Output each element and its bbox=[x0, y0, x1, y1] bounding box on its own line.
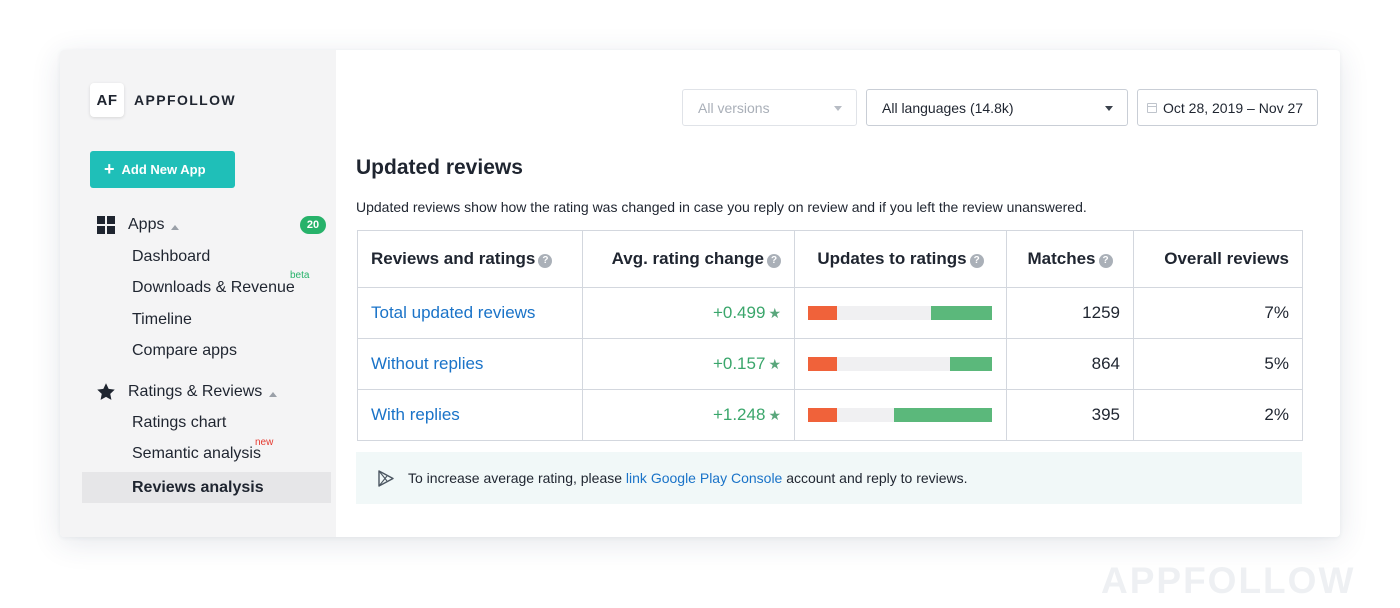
sidebar-item-dashboard[interactable]: Dashboard bbox=[132, 248, 211, 265]
updates-bar bbox=[808, 357, 992, 371]
avg-rating-change: +1.248 ★ bbox=[582, 389, 795, 441]
date-range-picker[interactable]: Oct 28, 2019 – Nov 27 bbox=[1137, 89, 1318, 126]
new-tag: new bbox=[255, 437, 274, 448]
logo[interactable]: AF APPFOLLOW bbox=[90, 83, 236, 117]
help-icon[interactable]: ? bbox=[969, 254, 984, 268]
table-header-row: Reviews and ratings? Avg. rating change?… bbox=[357, 230, 1303, 288]
bar-negative bbox=[808, 357, 837, 371]
notice-text-before: To increase average rating, please bbox=[408, 470, 626, 486]
updates-bar bbox=[808, 408, 992, 422]
languages-select-value: All languages (14.8k) bbox=[882, 99, 1014, 116]
sidebar-item-reviews-analysis[interactable]: Reviews analysis bbox=[82, 472, 331, 503]
plus-icon: + bbox=[104, 158, 115, 179]
reviews-table: Reviews and ratings? Avg. rating change?… bbox=[357, 230, 1303, 441]
versions-select-value: All versions bbox=[698, 99, 770, 116]
star-icon: ★ bbox=[768, 305, 781, 321]
matches-value: 395 bbox=[1006, 389, 1134, 441]
main-content: All versions All languages (14.8k) Oct 2… bbox=[336, 50, 1340, 537]
updates-bar-cell bbox=[794, 287, 1007, 339]
sidebar-item-semantic-analysis[interactable]: Semantic analysis bbox=[132, 445, 261, 462]
bar-positive bbox=[894, 408, 992, 422]
updates-bar bbox=[808, 306, 992, 320]
chevron-down-icon bbox=[834, 106, 842, 111]
star-icon: ★ bbox=[768, 356, 781, 372]
star-icon: ★ bbox=[768, 407, 781, 423]
column-header-updates: Updates to ratings? bbox=[794, 230, 1007, 288]
chevron-down-icon bbox=[1105, 106, 1113, 111]
logo-text: APPFOLLOW bbox=[134, 92, 237, 108]
table-row: With replies +1.248 ★ 395 2% bbox=[357, 389, 1303, 441]
column-header-avg-change: Avg. rating change? bbox=[582, 230, 795, 288]
help-icon[interactable]: ? bbox=[767, 254, 781, 268]
overall-value: 5% bbox=[1133, 338, 1303, 390]
google-play-console-link[interactable]: link Google Play Console bbox=[625, 470, 783, 486]
beta-tag: beta bbox=[290, 270, 310, 281]
sidebar-item-downloads-revenue[interactable]: Downloads & Revenue bbox=[132, 279, 295, 296]
matches-value: 1259 bbox=[1006, 287, 1134, 339]
nav-group-apps[interactable]: Apps bbox=[96, 215, 180, 235]
column-header-matches: Matches? bbox=[1006, 230, 1134, 288]
logo-mark: AF bbox=[90, 83, 124, 117]
column-header-reviews: Reviews and ratings? bbox=[357, 230, 583, 288]
versions-select[interactable]: All versions bbox=[682, 89, 857, 126]
matches-value: 864 bbox=[1006, 338, 1134, 390]
calendar-icon bbox=[1147, 102, 1157, 113]
apps-count-badge: 20 bbox=[300, 216, 326, 234]
row-label[interactable]: Without replies bbox=[357, 338, 583, 390]
caret-up-icon bbox=[269, 391, 278, 397]
overall-value: 7% bbox=[1133, 287, 1303, 339]
table-row: Total updated reviews +0.499 ★ 1259 7% bbox=[357, 287, 1303, 339]
add-new-app-button[interactable]: + Add New App bbox=[90, 151, 235, 188]
row-label[interactable]: With replies bbox=[357, 389, 583, 441]
avg-rating-change: +0.499 ★ bbox=[582, 287, 795, 339]
page-title: Updated reviews bbox=[356, 156, 523, 179]
bar-negative bbox=[808, 306, 837, 320]
bar-positive bbox=[950, 357, 992, 371]
page-description: Updated reviews show how the rating was … bbox=[356, 199, 1087, 215]
add-new-app-label: Add New App bbox=[121, 162, 206, 177]
avg-rating-change: +0.157 ★ bbox=[582, 338, 795, 390]
sidebar-item-timeline[interactable]: Timeline bbox=[132, 311, 192, 328]
table-row: Without replies +0.157 ★ 864 5% bbox=[357, 338, 1303, 390]
date-range-value: Oct 28, 2019 – Nov 27 bbox=[1163, 99, 1304, 116]
updates-bar-cell bbox=[794, 389, 1007, 441]
sidebar: AF APPFOLLOW + Add New App Apps 20 Dashb… bbox=[60, 50, 336, 537]
row-label[interactable]: Total updated reviews bbox=[357, 287, 583, 339]
languages-select[interactable]: All languages (14.8k) bbox=[866, 89, 1128, 126]
bar-positive bbox=[931, 306, 992, 320]
watermark: APPFOLLOW bbox=[1101, 560, 1356, 601]
nav-group-ratings-label: Ratings & Reviews bbox=[128, 383, 263, 400]
nav-group-ratings-reviews[interactable]: Ratings & Reviews bbox=[96, 382, 278, 402]
nav-group-apps-label: Apps bbox=[128, 216, 165, 233]
column-header-overall: Overall reviews bbox=[1133, 230, 1303, 288]
sidebar-item-compare-apps[interactable]: Compare apps bbox=[132, 342, 237, 359]
overall-value: 2% bbox=[1133, 389, 1303, 441]
help-icon[interactable]: ? bbox=[538, 254, 553, 268]
app-window: AF APPFOLLOW + Add New App Apps 20 Dashb… bbox=[60, 50, 1340, 537]
bar-negative bbox=[808, 408, 837, 422]
grid-icon bbox=[96, 215, 116, 235]
updates-bar-cell bbox=[794, 338, 1007, 390]
google-play-notice: To increase average rating, please link … bbox=[356, 452, 1302, 504]
star-icon bbox=[96, 382, 116, 402]
notice-text-after: account and reply to reviews. bbox=[782, 470, 968, 486]
sidebar-item-ratings-chart[interactable]: Ratings chart bbox=[132, 414, 227, 431]
caret-up-icon bbox=[171, 224, 180, 230]
google-play-icon bbox=[378, 469, 394, 487]
help-icon[interactable]: ? bbox=[1098, 254, 1113, 268]
